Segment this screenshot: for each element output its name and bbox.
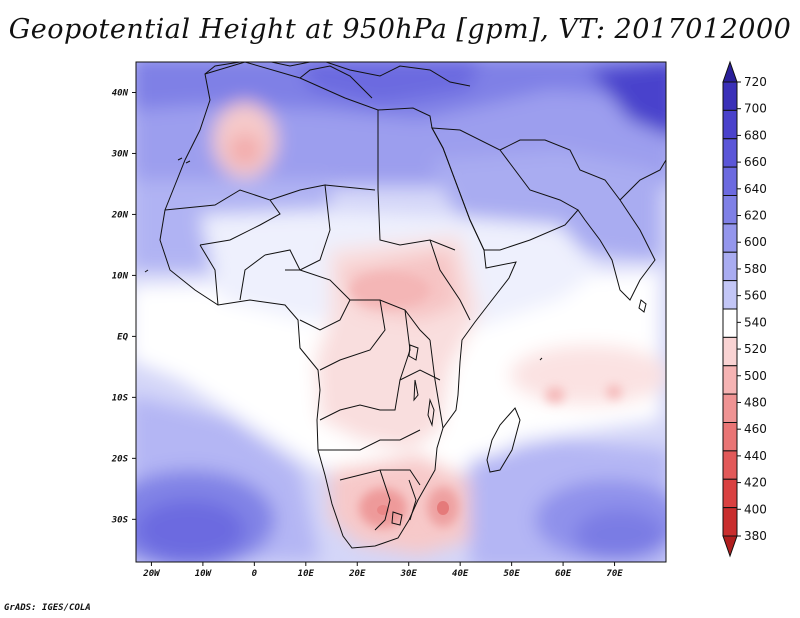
- colorbar-label: 440: [744, 449, 767, 463]
- lon-tick-label: 60E: [555, 569, 572, 579]
- lat-tick-label: 10N: [112, 271, 129, 281]
- height-field: [136, 62, 666, 562]
- axis-ticks: 20W 10W 0 10E 20E 30E 40E 50E 60E 70E 40N 30N 20N 10N…: [111, 88, 624, 579]
- colorbar-label: 660: [744, 155, 767, 169]
- height-minimum: [437, 501, 449, 515]
- lon-tick-label: 10W: [195, 569, 213, 579]
- colorbar-arrow-bottom: [722, 535, 738, 558]
- map-title: Geopotential Height at 950hPa [gpm], VT:…: [8, 14, 792, 45]
- lat-tick-label: 20N: [111, 210, 129, 220]
- colorbar: 720 700 680 660 640 620 600 580 560 540 520 500 480 4…: [722, 60, 767, 558]
- colorbar-swatch: [722, 336, 738, 367]
- colorbar-swatch: [722, 81, 738, 111]
- plot-frame: [135, 61, 667, 563]
- colorbar-swatch: [722, 280, 738, 310]
- colorbar-label: 520: [744, 342, 767, 356]
- lat-tick-label: 30N: [111, 149, 129, 159]
- lon-tick-label: 50E: [503, 569, 520, 579]
- lon-tick-label: 0: [252, 569, 258, 579]
- colorbar-swatch: [722, 450, 738, 480]
- colorbar-label: 580: [744, 262, 767, 276]
- colorbar-label: 620: [744, 209, 767, 223]
- colorbar-swatch: [722, 251, 738, 282]
- height-minimum: [377, 505, 389, 515]
- colorbar-swatch: [722, 308, 738, 338]
- colorbar-swatch: [722, 507, 738, 537]
- colorbar-label: 540: [744, 315, 767, 329]
- lat-tick-label: 10S: [112, 393, 129, 403]
- lon-tick-label: 30E: [400, 569, 418, 579]
- colorbar-swatch: [722, 223, 738, 253]
- colorbar-swatch: [722, 195, 738, 225]
- lon-tick-label: 10E: [298, 569, 315, 579]
- colorbar-label: 600: [744, 235, 767, 249]
- lat-tick-label: 20S: [111, 454, 129, 464]
- colorbar-label: 640: [744, 182, 767, 196]
- colorbar-label: 420: [744, 476, 767, 490]
- credit-label: GrADS: IGES/COLA: [4, 603, 91, 613]
- lat-tick-label: 40N: [112, 88, 129, 98]
- colorbar-label: 380: [744, 529, 767, 543]
- colorbar-arrow-top: [722, 60, 738, 83]
- colorbar-label: 680: [744, 128, 767, 142]
- colorbar-swatch: [722, 422, 738, 452]
- colorbar-label: 500: [744, 369, 767, 383]
- colorbar-label: 560: [744, 289, 767, 303]
- colorbar-swatch: [722, 166, 738, 196]
- colorbar-label: 480: [744, 395, 767, 409]
- coastlines-borders: [144, 62, 666, 549]
- colorbar-swatch: [722, 478, 738, 509]
- lat-tick-label: 30S: [111, 515, 129, 525]
- lat-tick-label: EQ: [117, 332, 128, 342]
- lon-tick-label: 20E: [348, 569, 366, 579]
- colorbar-swatch: [722, 109, 738, 140]
- colorbar-swatch: [722, 393, 738, 423]
- colorbar-label: 400: [744, 502, 767, 516]
- lon-tick-label: 70E: [606, 569, 623, 579]
- colorbar-swatch: [722, 365, 738, 395]
- lon-tick-label: 20W: [142, 569, 161, 579]
- colorbar-label: 700: [744, 102, 767, 116]
- colorbar-swatch: [722, 138, 738, 168]
- colorbar-label: 720: [744, 75, 767, 89]
- lon-tick-label: 40E: [452, 569, 469, 579]
- colorbar-label: 460: [744, 422, 767, 436]
